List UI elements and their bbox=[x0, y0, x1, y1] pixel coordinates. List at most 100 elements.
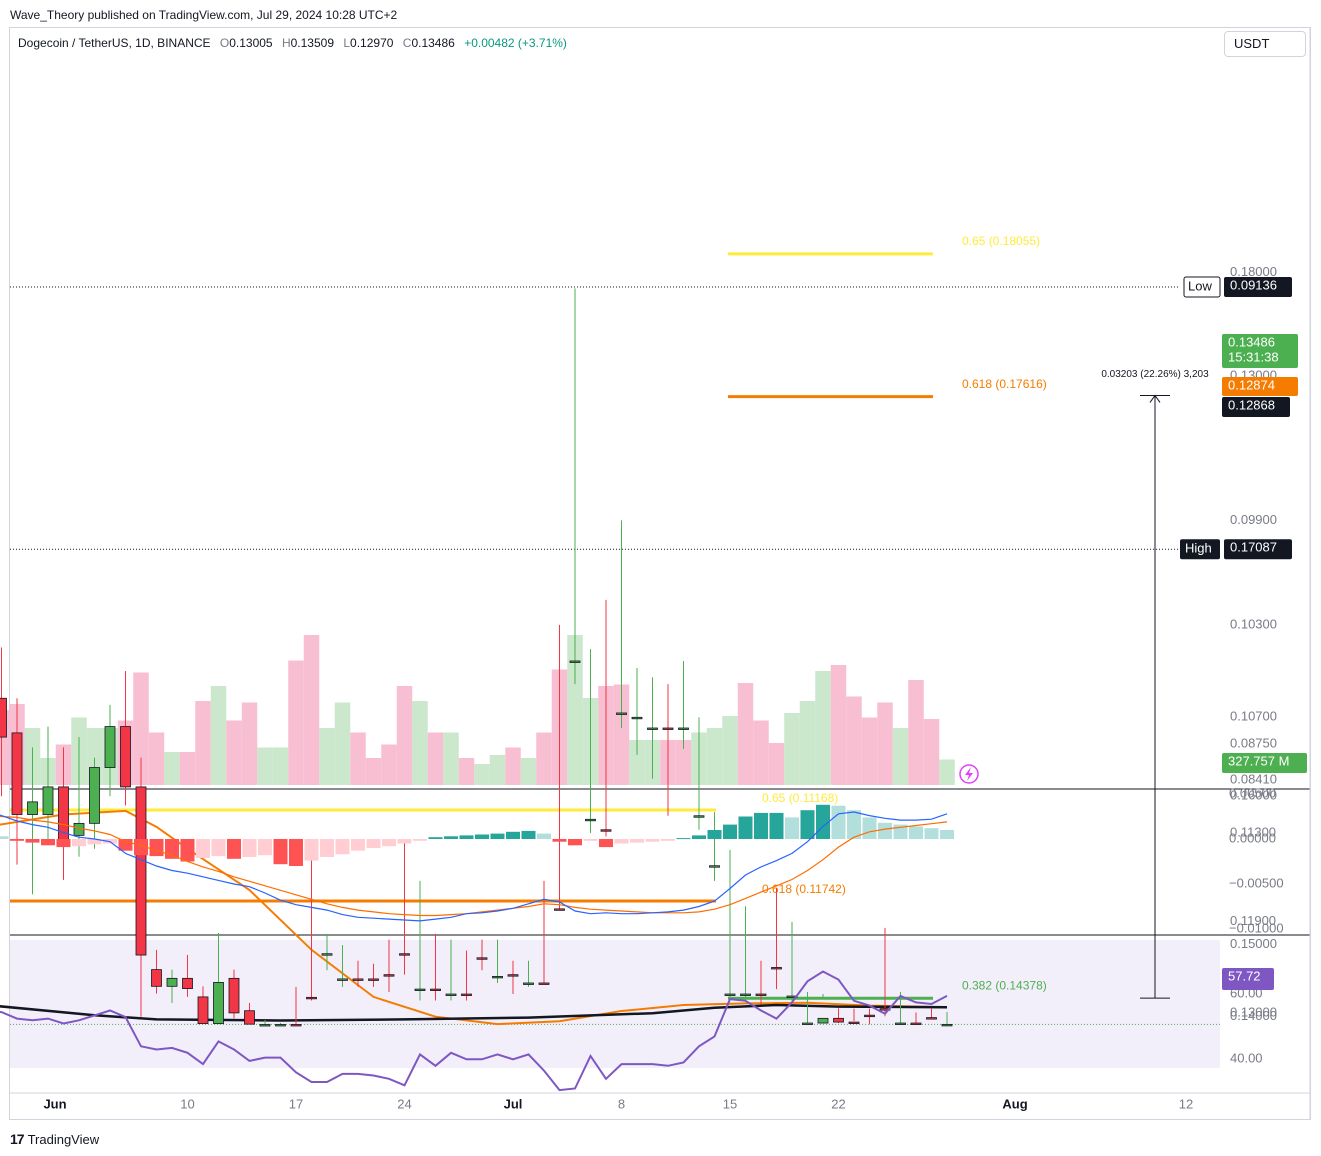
candle-body bbox=[941, 1023, 953, 1027]
macd-histogram-bar bbox=[847, 810, 861, 839]
candle-body bbox=[0, 697, 7, 738]
macd-histogram-bar bbox=[785, 817, 799, 839]
price-axis-tick: 0.10700 bbox=[1230, 709, 1277, 724]
volume-bar bbox=[489, 755, 506, 785]
candle-body bbox=[910, 1022, 922, 1025]
candle-body bbox=[755, 993, 767, 996]
low-value: 0.12970 bbox=[350, 36, 394, 50]
fib-level-label: 0.65 (0.18055) bbox=[962, 234, 1040, 248]
macd-histogram-bar bbox=[56, 839, 71, 848]
volume-bar bbox=[427, 732, 444, 785]
volume-bar bbox=[629, 740, 645, 785]
tradingview-logo[interactable]: 17 TradingView bbox=[10, 1131, 99, 1147]
macd-histogram-bar bbox=[490, 833, 505, 839]
candle-body bbox=[817, 1017, 829, 1024]
macd-histogram-bar bbox=[118, 839, 133, 851]
candle-body bbox=[585, 818, 596, 822]
candle-body bbox=[197, 996, 209, 1025]
candle-body bbox=[89, 767, 100, 824]
symbol-name[interactable]: Dogecoin / TetherUS, 1D, BINANCE bbox=[18, 36, 211, 50]
candle-body bbox=[647, 727, 658, 730]
volume-bar bbox=[210, 686, 227, 785]
time-axis-label: Jul bbox=[504, 1096, 523, 1111]
macd-histogram-bar bbox=[72, 839, 86, 847]
price-axis-tick: 0.08410 bbox=[1230, 771, 1277, 786]
macd-histogram-bar bbox=[459, 835, 474, 839]
macd-histogram-bar bbox=[537, 833, 551, 839]
macd-histogram-bar bbox=[413, 839, 427, 841]
macd-histogram-bar bbox=[242, 839, 257, 857]
macd-axis-tick: −0.01000 bbox=[1229, 920, 1284, 935]
candle-body bbox=[259, 1024, 271, 1027]
candle-body bbox=[709, 865, 720, 868]
candle-body bbox=[414, 988, 426, 991]
lightning-glyph bbox=[965, 767, 973, 781]
candle-body bbox=[724, 993, 736, 996]
volume-bar bbox=[737, 683, 754, 785]
rsi-line bbox=[0, 970, 948, 1092]
candle-body bbox=[802, 1022, 813, 1025]
volume-bar bbox=[768, 743, 785, 785]
macd-histogram-bar bbox=[10, 839, 24, 841]
volume-bar bbox=[830, 665, 847, 785]
price-axis-tick: 0.09900 bbox=[1230, 512, 1277, 527]
volume-bar bbox=[939, 759, 955, 785]
macd-histogram-bar bbox=[366, 839, 381, 848]
volume-bar bbox=[164, 752, 180, 785]
volume-bar bbox=[815, 671, 831, 785]
time-axis-label: 15 bbox=[723, 1096, 737, 1111]
macd-histogram-bar bbox=[676, 838, 691, 840]
macd-axis-tick: 0.00500 bbox=[1229, 785, 1276, 800]
candle-body bbox=[11, 732, 23, 815]
price-axis-tick: 0.14000 bbox=[1230, 1008, 1277, 1023]
macd-histogram-bar bbox=[630, 839, 644, 843]
macd-histogram-bar bbox=[878, 822, 892, 839]
volume-bar bbox=[567, 635, 583, 785]
volume-bar bbox=[892, 728, 909, 785]
volume-bar bbox=[179, 752, 196, 785]
volume-bar bbox=[799, 701, 816, 785]
measure-label: 0.03203 (22.26%) 3,203 bbox=[1101, 369, 1209, 380]
volume-bar bbox=[861, 717, 878, 785]
volume-bar bbox=[195, 701, 211, 785]
price-axis-tick: 0.10300 bbox=[1230, 616, 1277, 631]
macd-histogram-bar bbox=[382, 839, 396, 847]
candle-body bbox=[430, 988, 441, 991]
macd-histogram-bar bbox=[940, 830, 954, 839]
macd-histogram-bar bbox=[862, 817, 877, 839]
macd-histogram-bar bbox=[723, 824, 737, 839]
macd-histogram-bar bbox=[692, 835, 706, 839]
low-value-badge-text: 0.09136 bbox=[1230, 277, 1277, 292]
candle-body bbox=[569, 660, 581, 663]
candle-body bbox=[554, 908, 565, 911]
candle-body bbox=[275, 1024, 286, 1027]
macd-histogram-bar bbox=[444, 836, 458, 839]
macd-histogram-bar bbox=[87, 839, 102, 845]
macd-histogram-bar bbox=[475, 834, 489, 839]
macd-histogram-bar bbox=[320, 839, 334, 857]
last-price-badge-text: 0.13486 bbox=[1228, 334, 1275, 349]
high-value-badge-text: 0.17087 bbox=[1230, 540, 1277, 555]
volume-bar bbox=[412, 701, 428, 785]
macd-histogram-bar bbox=[397, 839, 412, 844]
candle-body bbox=[306, 996, 317, 1000]
tradingview-mark-icon: 17 bbox=[10, 1131, 25, 1147]
open-value: 0.13005 bbox=[229, 36, 273, 50]
volume-bar bbox=[350, 732, 366, 785]
candle-body bbox=[228, 977, 240, 1014]
volume-bar bbox=[334, 702, 351, 785]
candle-body bbox=[383, 974, 395, 977]
macd-histogram-bar bbox=[351, 839, 365, 851]
candle-body bbox=[662, 727, 674, 730]
candle-body bbox=[445, 993, 457, 996]
currency-button[interactable]: USDT bbox=[1224, 31, 1306, 57]
fib-level-label: 0.65 (0.11168) bbox=[762, 791, 838, 805]
low-marker bbox=[1183, 276, 1221, 298]
candle-body bbox=[27, 801, 38, 815]
high-value: 0.13509 bbox=[290, 36, 335, 50]
change-value: +0.00482 (+3.71%) bbox=[464, 36, 567, 50]
sma-200-line bbox=[0, 1003, 948, 1022]
macd-histogram-bar bbox=[289, 839, 303, 866]
macd-histogram-bar bbox=[924, 828, 939, 839]
